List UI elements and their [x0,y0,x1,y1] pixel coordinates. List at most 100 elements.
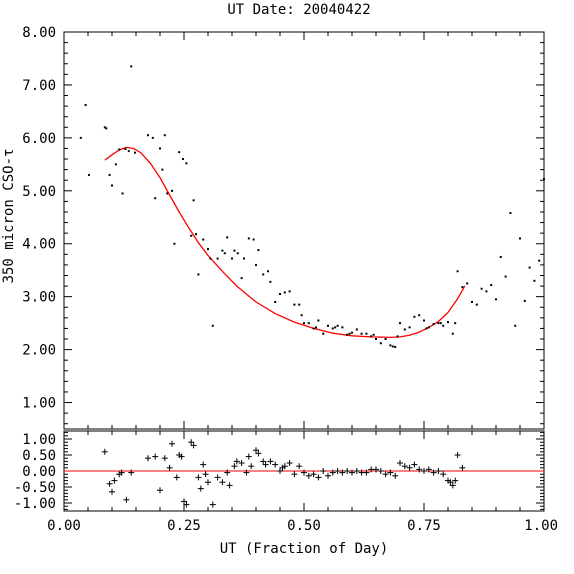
bottom-x-tick-label: 0.25 [167,518,201,534]
residual-point [248,463,255,470]
top-y-tick-label: 5.00 [22,184,56,200]
data-point [432,323,435,326]
residual-point [253,447,259,454]
data-point [514,324,517,327]
data-point [341,326,344,329]
data-point [312,327,315,330]
data-point [327,324,329,327]
data-point [461,286,464,289]
data-point [173,242,176,245]
data-point [134,151,137,154]
residual-point [397,460,403,466]
residual-point [416,466,423,473]
residual-point [272,461,279,468]
data-point [437,322,440,325]
data-point [413,315,416,318]
residual-point [320,468,327,474]
residual-point [157,487,163,494]
data-point [351,331,353,334]
top-y-axis-label: 350 micron CSO-τ [1,149,17,284]
data-point [87,173,90,176]
data-point [519,237,521,240]
data-point [274,300,277,303]
residual-point [166,464,173,471]
data-point [257,249,260,252]
data-point [334,326,337,329]
data-point [322,332,325,335]
top-data-points [79,65,545,348]
data-point [202,238,205,241]
residual-point [401,463,408,470]
bottom-x-tick-labels: 0.00 0.25 0.50 0.75 1.00 [47,518,558,534]
data-point [391,345,394,348]
residual-point [296,463,303,470]
data-point [456,270,459,273]
data-point [223,252,226,255]
bottom-y-tick-label: 0.50 [22,448,56,464]
data-point [185,162,188,165]
top-y-tick-label: 2.00 [22,343,56,359]
residual-point [214,474,221,481]
data-point [166,192,169,195]
residual-point [310,471,317,478]
data-point [182,158,185,161]
data-point [279,293,281,296]
residual-point [435,468,442,474]
data-point [528,266,531,269]
residual-point [411,461,418,468]
residual-point [305,472,312,479]
residual-point [123,496,130,503]
residual-point [447,479,454,486]
residual-point [233,458,240,465]
data-point [178,151,181,154]
data-point [454,322,457,325]
data-point [84,104,87,107]
residual-point [387,469,394,476]
residual-point [188,439,195,446]
residual-point [226,482,233,489]
data-point [379,342,382,345]
residual-point [262,461,269,468]
residual-point [181,498,187,505]
top-axis-ticks [63,31,545,429]
data-point [240,277,243,280]
residual-point [243,469,250,476]
data-point [403,328,406,331]
top-y-tick-label: 7.00 [22,78,56,94]
data-point [211,324,214,327]
data-point [315,326,317,329]
data-point [236,252,239,255]
residual-point [452,477,459,484]
data-point [475,303,478,306]
data-point [408,326,411,329]
bottom-y-tick-label: -1.00 [14,496,56,512]
top-y-tick-label: 4.00 [22,237,56,253]
data-point [114,163,117,166]
data-point [447,321,449,324]
data-point [317,319,320,322]
data-point [331,327,334,330]
bottom-x-tick-label: 0.75 [407,518,441,534]
data-point [509,212,512,215]
chart-title: UT Date: 20040422 [227,2,370,18]
data-point [439,322,442,325]
data-point [171,189,173,192]
data-point [105,127,108,130]
residual-point [111,477,118,484]
data-point [423,319,425,322]
residual-points [101,439,466,508]
residual-point [267,458,274,465]
residual-point [377,468,384,474]
data-point [161,168,164,171]
residual-point [344,468,351,474]
residual-point [459,464,466,471]
residual-point [255,450,262,457]
data-point [365,332,368,335]
data-point [451,332,454,335]
data-point [118,148,121,151]
data-point [360,332,363,335]
residual-point [334,468,341,474]
residual-point [454,452,461,458]
